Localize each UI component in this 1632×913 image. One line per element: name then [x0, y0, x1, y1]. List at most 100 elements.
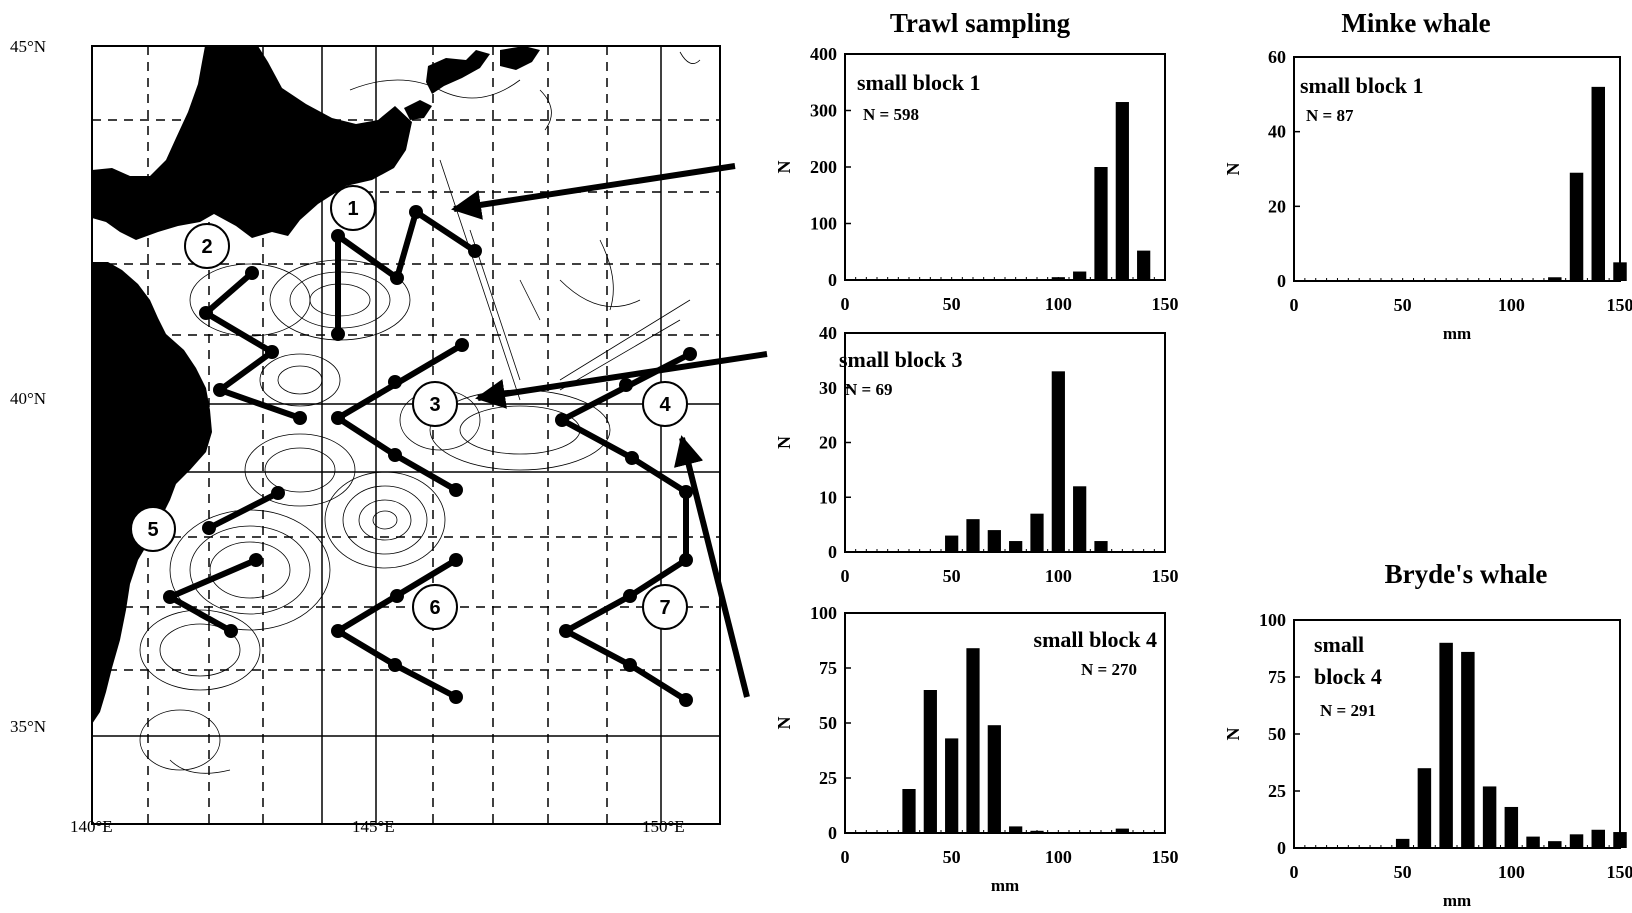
- bar-140mm: [1591, 86, 1606, 281]
- transect-line-0: [335, 207, 478, 283]
- plot-frame: [1293, 619, 1621, 849]
- block-marker-2: 2: [184, 223, 230, 269]
- bar-150mm: [1613, 832, 1627, 848]
- station-point-32: [679, 553, 693, 567]
- y-tick-label: 0: [828, 542, 837, 562]
- station-point-5: [245, 266, 259, 280]
- block-marker-7: 7: [642, 584, 688, 630]
- x-tick-label: 50: [943, 294, 961, 314]
- y-tick-label: 60: [1268, 47, 1286, 67]
- station-point-26: [390, 589, 404, 603]
- y-tick-label: 10: [819, 487, 837, 507]
- station-point-0: [331, 229, 345, 243]
- transect-line-7: [206, 490, 281, 531]
- station-point-28: [388, 658, 402, 672]
- station-point-34: [679, 693, 693, 707]
- y-tick-label: 50: [819, 713, 837, 733]
- lat-label-35: 35°N: [10, 717, 46, 736]
- block-annotation: small block 1: [1300, 73, 1423, 98]
- y-tick-label: 0: [828, 270, 837, 290]
- map-panel: 45°N 40°N 35°N 140°E 145°E 150°E 1 2 3 4…: [10, 37, 768, 836]
- station-point-20: [202, 521, 216, 535]
- y-axis-label: N: [774, 436, 794, 449]
- sample-size-annotation: N = 291: [1320, 701, 1376, 720]
- bar-110mm: [1526, 836, 1540, 848]
- block-number-6: 6: [429, 597, 440, 619]
- transect-line-8: [167, 557, 259, 600]
- x-tick-label: 100: [1045, 294, 1072, 314]
- survey-stations: [163, 205, 697, 707]
- station-point-11: [388, 375, 402, 389]
- x-tick-label: 50: [1394, 862, 1412, 882]
- bar-110mm: [1073, 271, 1087, 280]
- y-tick-label: 75: [1268, 667, 1286, 687]
- station-point-21: [271, 486, 285, 500]
- y-tick-label: 200: [810, 157, 837, 177]
- x-axis-label: mm: [1443, 891, 1471, 910]
- y-tick-label: 300: [810, 101, 837, 121]
- plot-frame: [844, 53, 1166, 281]
- y-tick-label: 40: [819, 323, 837, 343]
- station-point-12: [455, 338, 469, 352]
- x-tick-label: 100: [1045, 847, 1072, 867]
- block-marker-1: 1: [330, 185, 376, 231]
- pointer-arrows: [451, 163, 768, 698]
- x-tick-label: 150: [1607, 862, 1632, 882]
- block-annotation: small block 3: [839, 347, 962, 372]
- block-marker-4: 4: [642, 381, 688, 427]
- bar-80mm: [1009, 826, 1023, 833]
- station-point-33: [623, 658, 637, 672]
- lat-label-45: 45°N: [10, 37, 46, 56]
- station-point-7: [265, 345, 279, 359]
- station-point-23: [249, 553, 263, 567]
- station-point-25: [331, 624, 345, 638]
- land-honshu: [92, 262, 212, 724]
- station-point-8: [213, 383, 227, 397]
- station-point-24: [224, 624, 238, 638]
- transect-line-9: [167, 594, 234, 634]
- plot-frame: [1293, 56, 1621, 282]
- bar-120mm: [1094, 541, 1108, 552]
- y-tick-label: 0: [1277, 271, 1286, 291]
- x-tick-label: 0: [1290, 862, 1299, 882]
- block-annotation: small block 4: [1034, 627, 1157, 652]
- y-tick-label: 400: [810, 44, 837, 64]
- bar-120mm: [1094, 167, 1108, 280]
- bar-80mm: [1461, 651, 1475, 848]
- y-axis-label: N: [1223, 163, 1243, 176]
- x-tick-label: 100: [1498, 862, 1525, 882]
- bar-130mm: [1115, 102, 1129, 281]
- bar-50mm: [1395, 838, 1410, 848]
- arrow-to-block-3: [475, 351, 768, 409]
- bar-130mm: [1569, 834, 1584, 848]
- histogram-brydes-block-4: 0 25 50 75 100 0 50 100 150 Nmm small block 4 N = 29…: [1223, 610, 1632, 910]
- bar-70mm: [987, 530, 1001, 552]
- y-tick-label: 20: [1268, 196, 1286, 216]
- y-tick-label: 25: [819, 768, 837, 788]
- block-marker-6: 6: [412, 584, 458, 630]
- station-point-18: [625, 451, 639, 465]
- lon-label-145: 145°E: [352, 817, 395, 836]
- y-tick-label: 25: [1268, 781, 1286, 801]
- y-tick-label: 75: [819, 658, 837, 678]
- plot-frame: [844, 612, 1166, 834]
- station-point-6: [199, 306, 213, 320]
- sample-size-annotation: N = 87: [1306, 106, 1354, 125]
- plot-frame: [844, 332, 1166, 553]
- station-point-30: [559, 624, 573, 638]
- lat-label-40: 40°N: [10, 389, 46, 408]
- bar-100mm: [1051, 371, 1065, 552]
- x-tick-label: 0: [1290, 295, 1299, 315]
- x-tick-label: 0: [841, 847, 850, 867]
- bar-90mm: [1030, 830, 1044, 833]
- map-grid: [92, 46, 720, 824]
- station-point-17: [683, 347, 697, 361]
- y-axis-label: N: [774, 161, 794, 174]
- x-tick-label: 50: [1394, 295, 1412, 315]
- x-tick-label: 50: [943, 566, 961, 586]
- bar-30mm: [902, 789, 916, 833]
- bar-130mm: [1115, 828, 1129, 833]
- station-point-3: [468, 244, 482, 258]
